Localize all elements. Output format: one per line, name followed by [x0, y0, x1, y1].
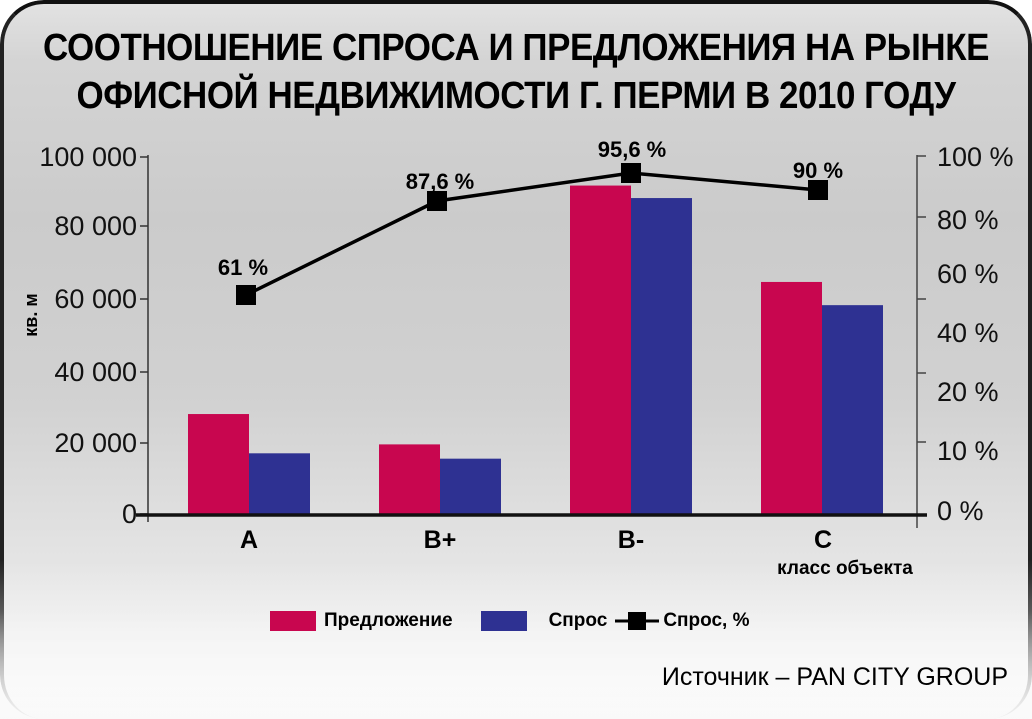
bar-demand	[440, 458, 501, 514]
y-tick-label: 20 000	[54, 428, 137, 458]
bar-supply	[761, 281, 822, 514]
y-tick-label: 80 000	[54, 211, 137, 241]
data-label: 61 %	[218, 255, 268, 280]
legend-item-supply: Предложение	[270, 610, 453, 632]
category-label: C	[814, 526, 832, 554]
data-label: 87,6 %	[406, 169, 475, 194]
legend-demand-pct-label: Спрос, %	[663, 610, 750, 631]
line-marker	[236, 285, 256, 305]
x-axis-label: класс объекта	[777, 558, 913, 579]
y2-tick-label: 60 %	[937, 259, 999, 289]
legend-demand-label: Спрос	[548, 610, 608, 631]
axes: 0 20 000 40 000 60 000 80 000 100 000 кв. м 0 %…	[21, 142, 1014, 529]
y2-tick-label: 10 %	[937, 436, 999, 466]
supply-swatch-icon	[270, 611, 316, 631]
category-label: B-	[618, 526, 644, 554]
bar-supply	[570, 185, 631, 514]
legend-supply-label: Предложение	[324, 610, 453, 631]
category-label: A	[240, 526, 258, 554]
y-tick-label: 60 000	[54, 284, 137, 314]
y-tick-label: 0	[122, 499, 137, 529]
y2-tick-label: 20 %	[937, 377, 999, 407]
line-marker	[427, 191, 447, 211]
bars	[136, 185, 927, 517]
source-note: Источник – PAN CITY GROUP	[661, 663, 1008, 691]
bar-demand	[249, 453, 310, 514]
category-label: B+	[424, 526, 457, 554]
title-line-1: СООТНОШЕНИЕ СПРОСА И ПРЕДЛОЖЕНИЯ НА РЫНК…	[43, 27, 989, 69]
y2-tick-label: 0 %	[937, 496, 984, 526]
legend: Предложение Спрос Спрос, %	[270, 607, 750, 635]
legend-item-demand: Спрос	[480, 610, 608, 632]
bar-demand	[822, 305, 883, 514]
line-marker-icon	[615, 612, 660, 630]
legend-item-demand-pct: Спрос, %	[613, 609, 750, 633]
line-marker	[808, 180, 828, 200]
y2-tick-label: 40 %	[937, 318, 999, 348]
bar-supply	[379, 444, 440, 514]
data-label: 90 %	[793, 158, 843, 183]
y-tick-label: 100 000	[39, 142, 137, 172]
demand-swatch-icon	[480, 611, 527, 631]
line-marker	[621, 163, 641, 183]
y-axis-label: кв. м	[21, 293, 41, 336]
y-tick-label: 40 000	[54, 357, 137, 387]
bar-demand	[631, 198, 692, 514]
title-line-2: ОФИСНОЙ НЕДВИЖИМОСТИ Г. ПЕРМИ В 2010 ГОД…	[76, 75, 956, 117]
data-label: 95,6 %	[598, 137, 667, 162]
y2-tick-label: 100 %	[937, 142, 1014, 172]
bar-supply	[188, 414, 249, 514]
demand-pct-line: 61 % 87,6 % 95,6 % 90 %	[218, 137, 843, 305]
y2-tick-label: 80 %	[937, 205, 999, 235]
chart-title: СООТНОШЕНИЕ СПРОСА И ПРЕДЛОЖЕНИЯ НА РЫНК…	[41, 24, 990, 120]
